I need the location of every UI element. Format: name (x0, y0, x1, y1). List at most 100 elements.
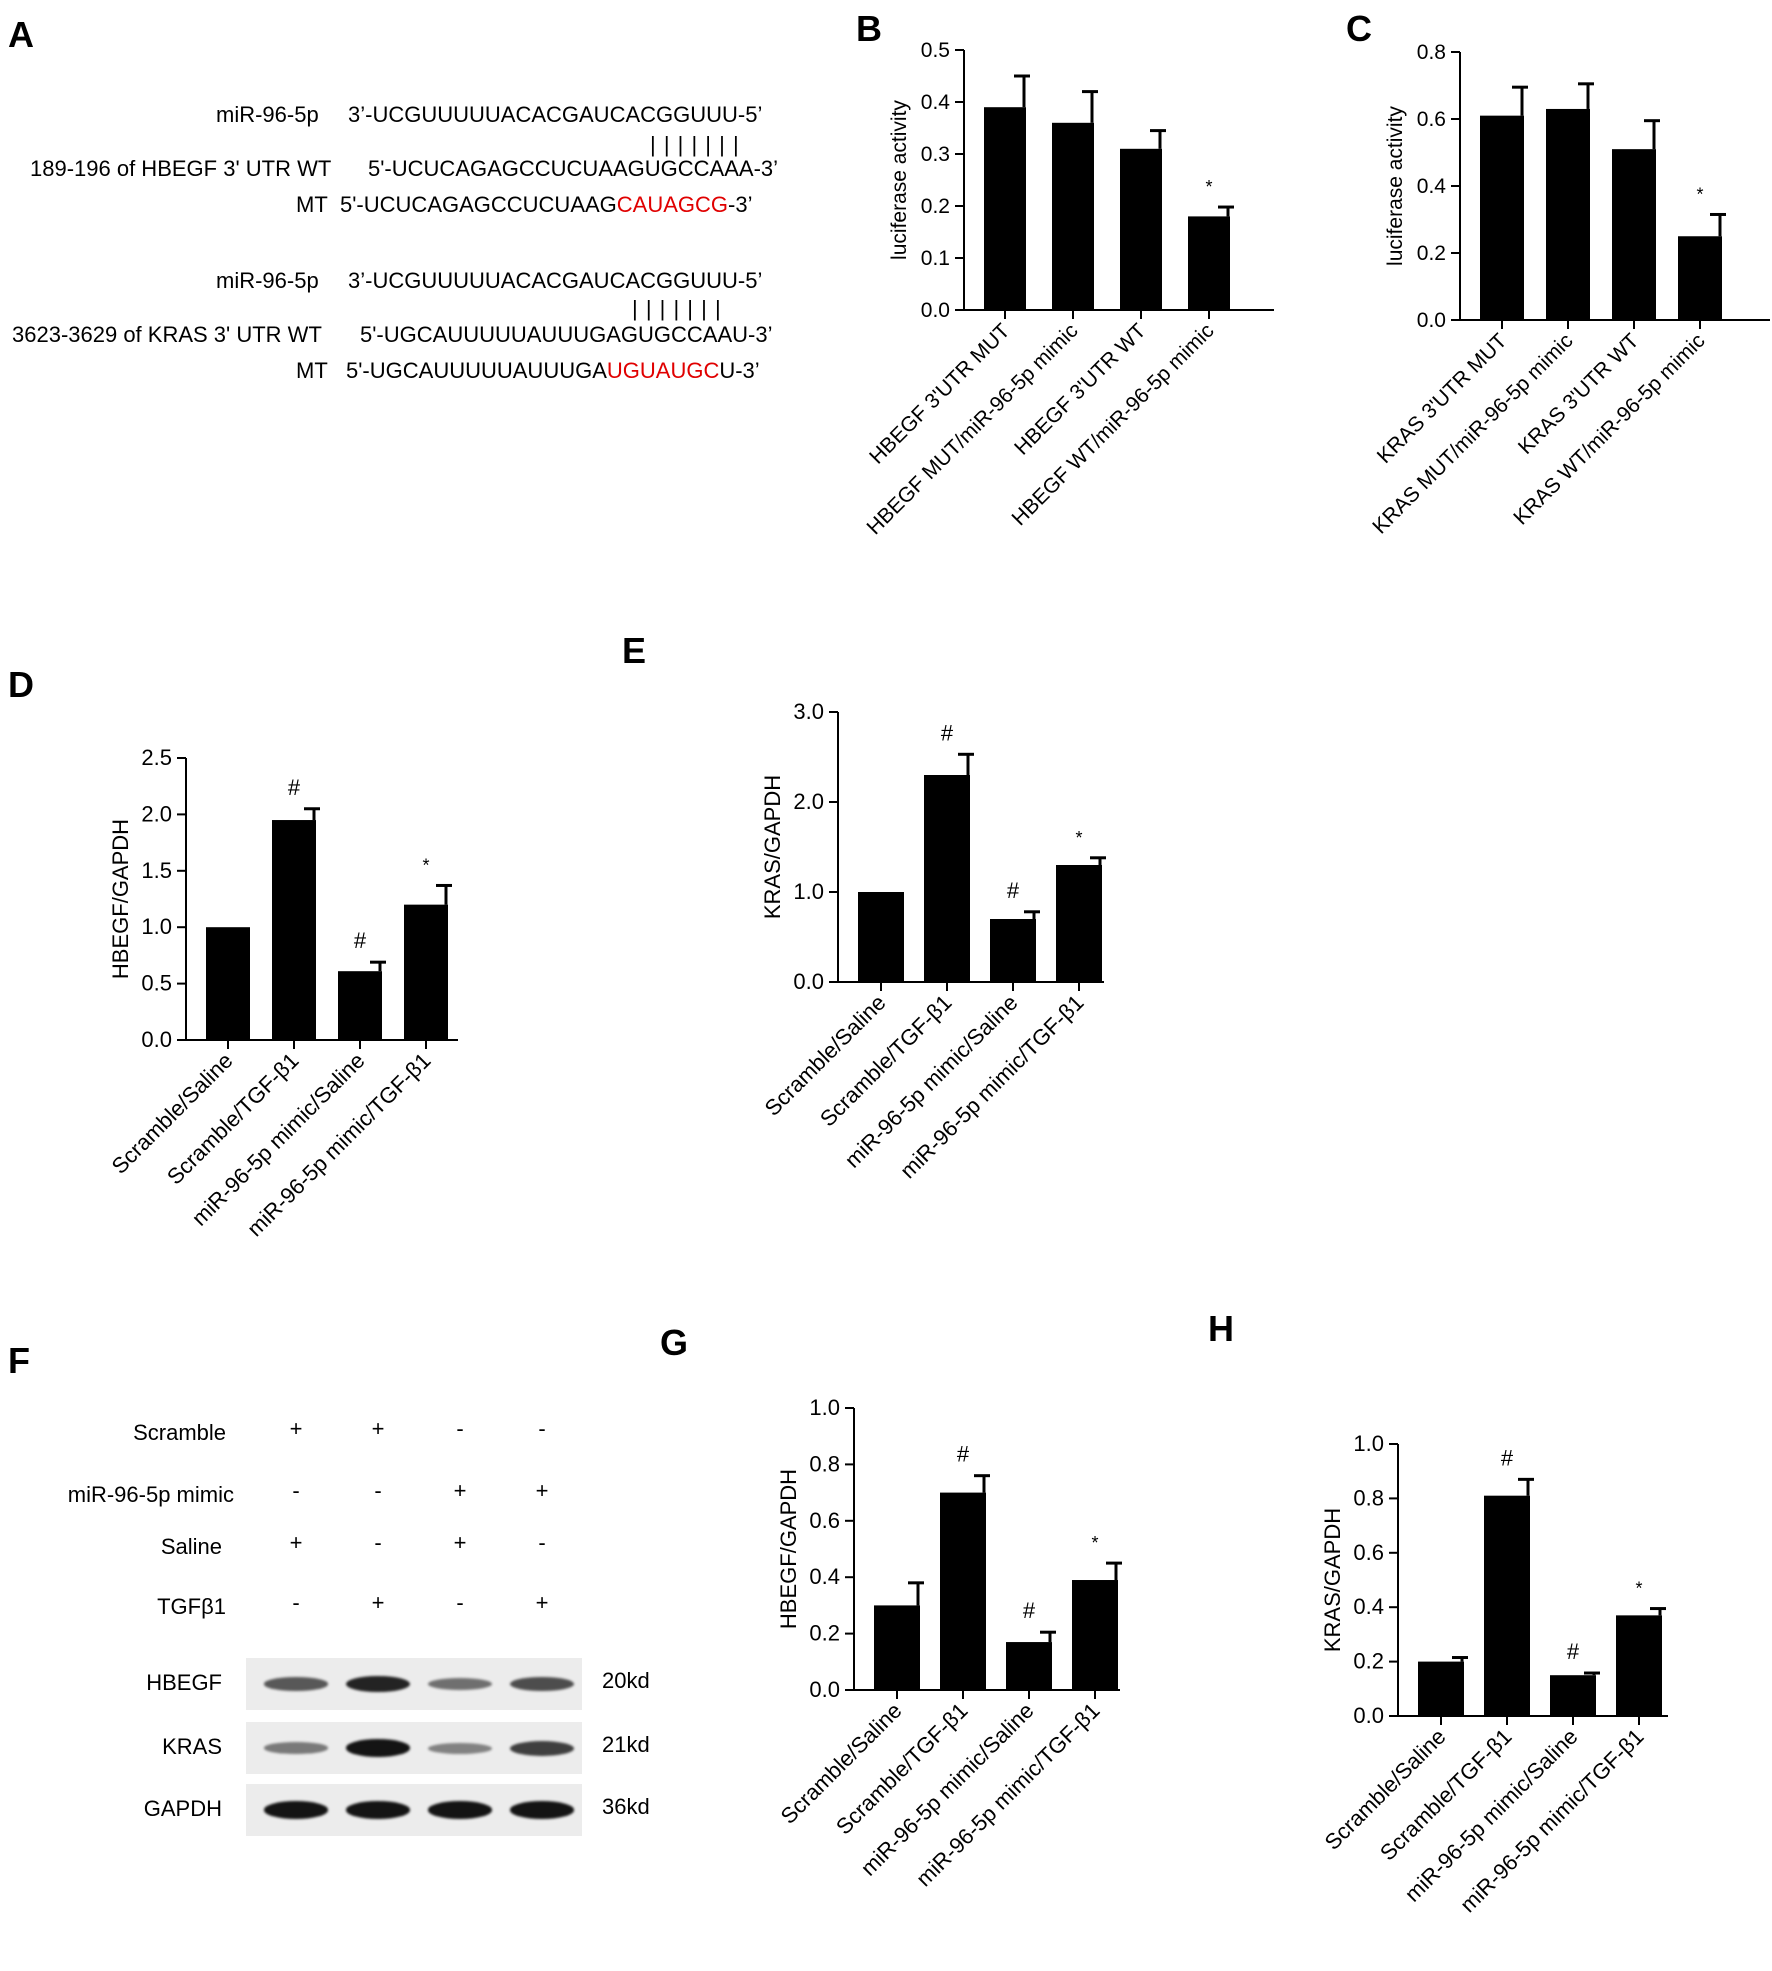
bar (858, 892, 904, 982)
blot-protein-label: KRAS (162, 1734, 222, 1759)
base-pair-lines: | | | | | | | (650, 132, 740, 157)
blot-protein-label: HBEGF (146, 1670, 222, 1695)
blot-condition-sign: + (289, 1416, 303, 1441)
blot-condition-sign: + (535, 1590, 549, 1615)
mt-label: MT (296, 358, 328, 383)
mir-sequence: 3’-UCGUUUUUACACGAUCACGGUUU-5’ (348, 102, 763, 127)
y-tick-label: 0.0 (809, 1677, 840, 1702)
bar (1480, 115, 1524, 321)
y-tick-label: 0.5 (141, 971, 172, 996)
significance-marker: * (1635, 1579, 1642, 1599)
y-tick-label: 2.5 (141, 745, 172, 770)
mt-label: MT (296, 192, 328, 217)
wt-label: 3623-3629 of KRAS 3' UTR WT (12, 322, 322, 347)
y-axis-label: luciferase activity (888, 100, 911, 260)
blot-condition-sign: - (538, 1530, 546, 1555)
bar (404, 904, 448, 1040)
wt-sequence: 5'-UGCAUUUUUAUUUGAGUGCCAAU-3’ (360, 322, 773, 347)
y-tick-label: 0.8 (1417, 41, 1446, 64)
y-tick-label: 0.2 (809, 1621, 840, 1646)
bar (1072, 1580, 1118, 1690)
significance-marker: # (288, 775, 301, 800)
y-axis-label: KRAS/GAPDH (760, 775, 785, 919)
bar (1546, 108, 1590, 320)
bar (1056, 865, 1102, 982)
bar (1616, 1615, 1662, 1716)
category-label: HBEGF 3'UTR WT (1010, 319, 1150, 459)
significance-marker: * (1205, 177, 1212, 197)
blot-band (428, 1678, 492, 1690)
y-tick-label: 0.0 (793, 969, 824, 994)
mir-label: miR-96-5p (216, 268, 319, 293)
y-axis-label: KRAS/GAPDH (1320, 1508, 1345, 1652)
blot-size-label: 36kd (602, 1794, 650, 1819)
bar (1612, 149, 1656, 320)
blot-band (510, 1677, 574, 1691)
bar (1188, 216, 1230, 310)
y-axis-label: HBEGF/GAPDH (776, 1469, 801, 1629)
significance-marker: * (422, 855, 429, 875)
bar (940, 1492, 986, 1690)
bar (990, 919, 1036, 982)
bar (206, 927, 250, 1040)
bar (1006, 1642, 1052, 1690)
significance-marker: * (1091, 1533, 1098, 1553)
blot-band (510, 1801, 574, 1819)
y-tick-label: 1.5 (141, 858, 172, 883)
category-label: KRAS 3'UTR WT (1514, 329, 1644, 459)
bar (874, 1605, 920, 1690)
bar (338, 971, 382, 1040)
y-tick-label: 2.0 (141, 801, 172, 826)
y-tick-label: 0.6 (1353, 1540, 1384, 1565)
mt-sequence: 5'-UCUCAGAGCCUCUAAGCAUAGCG-3’ (340, 192, 753, 217)
base-pair-lines: | | | | | | | (632, 296, 722, 321)
panel-label-f: F (8, 1340, 30, 1381)
blot-condition-sign: + (371, 1416, 385, 1441)
y-tick-label: 1.0 (1353, 1431, 1384, 1456)
blot-band (264, 1742, 328, 1754)
y-tick-label: 0.2 (1353, 1649, 1384, 1674)
significance-marker: # (941, 720, 954, 745)
blot-condition-sign: - (456, 1416, 464, 1441)
blot-size-label: 21kd (602, 1732, 650, 1757)
blot-size-label: 20kd (602, 1668, 650, 1693)
panel-label-b: B (856, 8, 882, 49)
blot-band (346, 1739, 410, 1757)
bar (1678, 236, 1722, 320)
y-tick-label: 2.0 (793, 789, 824, 814)
panel-label-d: D (8, 664, 34, 705)
wt-sequence: 5'-UCUCAGAGCCUCUAAGUGCCAAA-3’ (368, 156, 779, 181)
panel-label-e: E (622, 630, 647, 671)
bar (1550, 1675, 1596, 1716)
blot-condition-sign: - (538, 1416, 546, 1441)
mir-label: miR-96-5p (216, 102, 319, 127)
panel-label-c: C (1346, 8, 1372, 49)
blot-band (264, 1801, 328, 1819)
bar (1120, 148, 1162, 310)
blot-band (428, 1801, 492, 1819)
panel-label-g: G (660, 1322, 689, 1363)
significance-marker: * (1075, 828, 1082, 848)
significance-marker: # (1501, 1445, 1514, 1470)
blot-condition-label: Scramble (133, 1420, 226, 1445)
y-tick-label: 0.3 (921, 143, 950, 166)
wt-label: 189-196 of HBEGF 3' UTR WT (30, 156, 332, 181)
y-tick-label: 0.6 (1417, 108, 1446, 131)
blot-band (428, 1742, 492, 1754)
bar (984, 107, 1026, 310)
bar (1052, 122, 1094, 310)
blot-condition-label: Saline (160, 1534, 222, 1559)
y-tick-label: 1.0 (141, 914, 172, 939)
y-tick-label: 0.0 (141, 1027, 172, 1052)
category-label: Scramble/Saline (760, 990, 891, 1121)
y-tick-label: 0.5 (921, 39, 950, 62)
y-tick-label: 0.4 (1353, 1594, 1384, 1619)
mir-sequence: 3’-UCGUUUUUACACGAUCACGGUUU-5’ (348, 268, 763, 293)
significance-marker: # (1023, 1598, 1036, 1623)
blot-condition-sign: + (371, 1590, 385, 1615)
category-label: Scramble/Saline (107, 1048, 238, 1179)
blot-condition-sign: + (289, 1530, 303, 1555)
y-tick-label: 1.0 (793, 879, 824, 904)
y-tick-label: 1.0 (809, 1395, 840, 1420)
